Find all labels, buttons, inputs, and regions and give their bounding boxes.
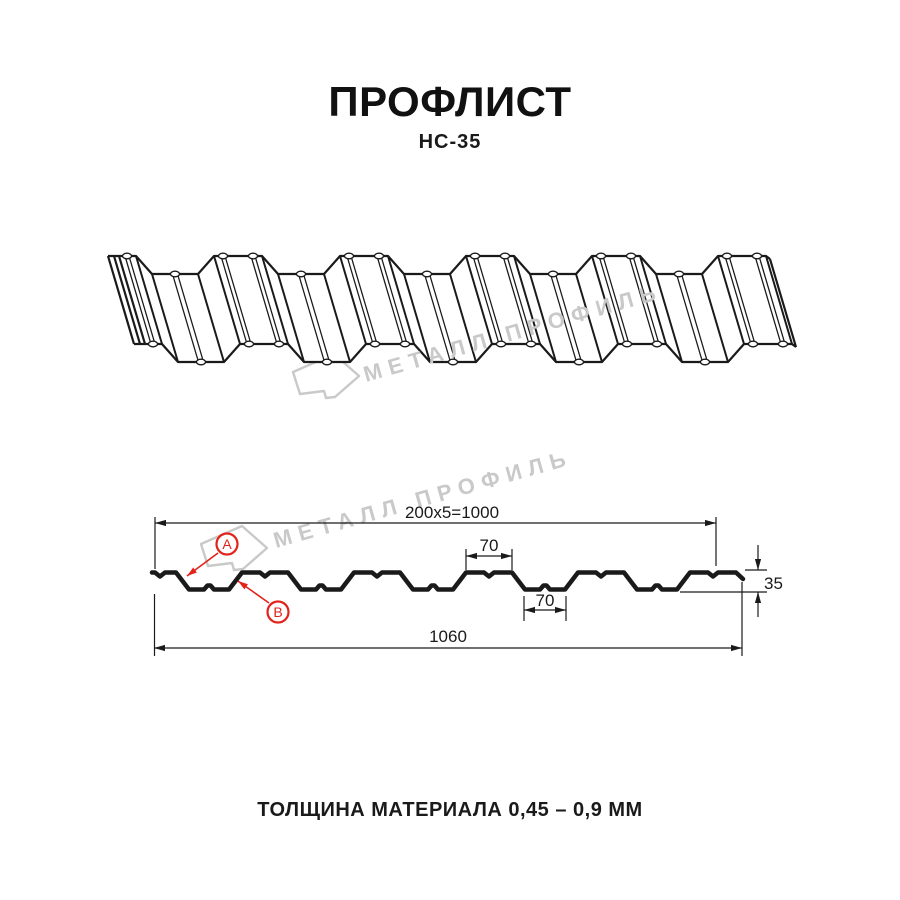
page-subtitle: НС-35	[419, 131, 482, 153]
dimension-top-total: 200x5=1000	[154, 503, 717, 569]
sheet-3d-view	[106, 252, 798, 366]
callout-a-label: А	[222, 536, 232, 552]
sheet-3d-left-cut-edge	[106, 255, 147, 345]
dimension-top-total-value: 200x5=1000	[405, 503, 499, 522]
dimension-height: 35	[680, 545, 783, 617]
metall-profil-logo-icon	[291, 352, 361, 400]
sheet-3d-bend-edges	[135, 255, 793, 363]
metall-profil-logo-icon	[199, 524, 269, 572]
sheet-3d-near-profile-edge	[134, 342, 797, 364]
callout-b: В	[237, 580, 290, 624]
dimension-rib-top: 70	[465, 536, 513, 570]
dimension-rib-bottom-value: 70	[536, 591, 555, 610]
callout-b-label: В	[273, 604, 282, 620]
callout-a: А	[186, 532, 239, 577]
page-title: ПРОФЛИСТ	[328, 78, 571, 125]
sheet-3d-far-profile-edge	[108, 254, 771, 276]
sheet-3d-grooves	[124, 255, 786, 363]
dimension-rib-top-value: 70	[480, 536, 499, 555]
watermark-lower: МЕТАЛЛ ПРОФИЛЬ	[199, 445, 575, 572]
sheet-3d-right-cut-edge	[768, 258, 798, 348]
dimension-overall-width: 1060	[153, 582, 743, 656]
material-thickness-note: ТОЛЩИНА МАТЕРИАЛА 0,45 – 0,9 ММ	[257, 799, 642, 821]
profile-cross-section	[149, 570, 746, 592]
dimension-height-value: 35	[764, 574, 783, 593]
cross-section-diagram: 200x5=1000 70 70 35 1060	[149, 503, 783, 656]
watermark-upper	[291, 352, 361, 400]
callout-a-ring	[215, 532, 239, 556]
dimension-rib-bottom: 70	[523, 591, 567, 621]
callout-b-ring	[266, 600, 290, 624]
watermark-lower-text: МЕТАЛЛ ПРОФИЛЬ	[271, 445, 575, 553]
sheet-3d-groove-bumps	[121, 252, 789, 366]
dimension-overall-width-value: 1060	[429, 627, 467, 646]
